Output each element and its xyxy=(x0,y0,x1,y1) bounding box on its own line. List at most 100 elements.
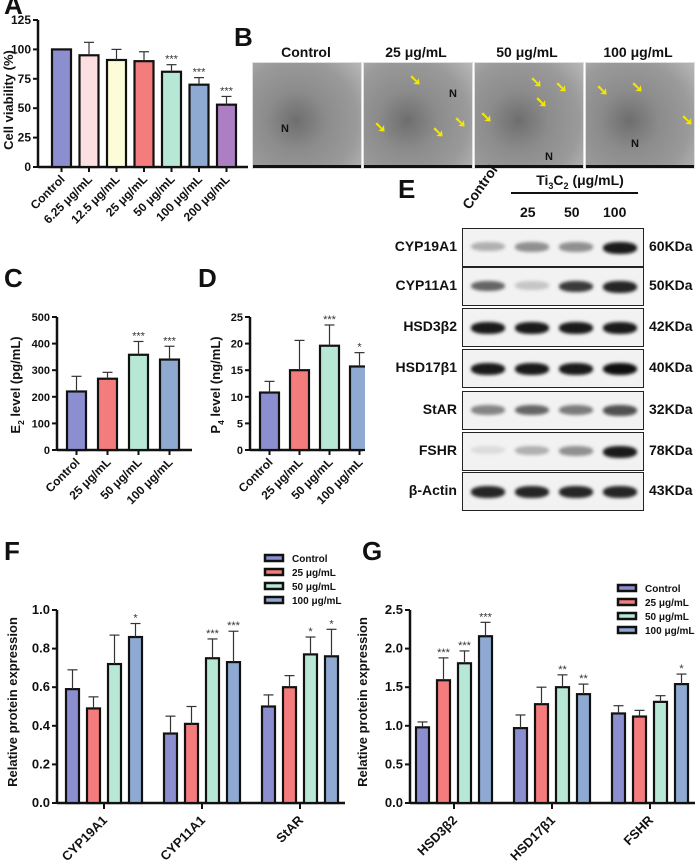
bar xyxy=(78,54,100,169)
y-tick-label: 0.5 xyxy=(385,756,403,771)
y-axis-label: E2 level (pg/mL) xyxy=(8,336,26,433)
tem-image: N ➘ ➘ ➘ ➘ xyxy=(474,62,584,169)
y-tick-label: 300 xyxy=(32,365,50,377)
chart-relative-protein-g: 0.00.51.01.52.02.5**************Relative… xyxy=(355,583,695,863)
y-tick-label: 0.4 xyxy=(32,718,51,733)
bar xyxy=(162,732,179,805)
significance-marker: *** xyxy=(220,85,234,97)
significance-marker: * xyxy=(357,342,362,354)
bar xyxy=(65,390,88,452)
wb-protein-label: FSHR xyxy=(418,442,457,458)
y-tick-label: 0 xyxy=(24,160,31,174)
y-tick-label: 0 xyxy=(237,445,243,457)
y-axis-label: Relative protein expression xyxy=(5,617,20,787)
bar xyxy=(533,703,550,805)
arrow-icon: ➘ xyxy=(535,94,548,111)
significance-marker: *** xyxy=(479,611,493,623)
chart-relative-protein-f: 0.00.20.40.60.81.0******* **Relative prot… xyxy=(5,553,345,864)
bar xyxy=(106,662,123,805)
bar xyxy=(477,635,494,805)
significance-marker: *** xyxy=(165,54,179,66)
legend-label: 50 μg/mL xyxy=(292,582,336,593)
legend-swatch xyxy=(263,595,285,605)
legend-label: 50 μg/mL xyxy=(645,612,689,623)
x-tick-label: CYP11A1 xyxy=(157,813,208,864)
y-tick-label: 100 xyxy=(32,418,50,430)
wb-band xyxy=(471,322,505,334)
wb-control-label: Control xyxy=(458,162,501,212)
legend-label: 25 μg/mL xyxy=(645,598,689,609)
y-tick-label: 1.0 xyxy=(32,602,50,617)
wb-band xyxy=(559,281,593,293)
tem-label-control: Control xyxy=(281,44,331,60)
panel-letter-e: E xyxy=(398,174,416,204)
bar xyxy=(133,60,155,169)
legend-label: 100 μg/mL xyxy=(292,596,341,607)
wb-blot-strip xyxy=(462,267,644,306)
wb-protein-label: CYP19A1 xyxy=(394,238,457,254)
wb-blot-strip xyxy=(462,391,644,430)
bar xyxy=(631,715,648,805)
arrow-icon: ➘ xyxy=(409,72,422,89)
arrow-icon: ➘ xyxy=(432,124,445,141)
wb-kda-label: 60KDa xyxy=(649,238,693,254)
wb-protein-label: StAR xyxy=(422,401,457,417)
y-tick-label: 100 xyxy=(11,42,31,56)
nucleus-label: N xyxy=(545,151,553,163)
bar xyxy=(302,653,319,805)
arrow-icon: ➘ xyxy=(596,82,609,99)
x-tick-label: StAR xyxy=(273,812,307,846)
wb-band xyxy=(559,405,593,415)
tem-image: N ➘ ➘ ➘ ➘ xyxy=(363,62,473,169)
wb-kda-label: 40KDa xyxy=(649,359,693,375)
bar xyxy=(414,726,431,805)
wb-band xyxy=(603,363,637,375)
scale-bar xyxy=(475,165,583,168)
y-axis-label: Relative protein expression xyxy=(355,617,370,787)
wb-kda-label: 78KDa xyxy=(649,442,693,458)
wb-band xyxy=(515,281,549,290)
y-tick-label: 2.5 xyxy=(385,602,403,617)
bar xyxy=(435,679,452,805)
wb-band xyxy=(515,363,549,375)
legend-swatch xyxy=(616,583,638,593)
y-tick-label: 0.0 xyxy=(385,795,403,810)
significance-marker: *** xyxy=(323,314,337,326)
bar xyxy=(281,686,298,805)
y-tick-label: 0.2 xyxy=(32,756,50,771)
bar xyxy=(456,662,473,805)
bar xyxy=(575,693,592,805)
legend-swatch xyxy=(616,611,638,621)
bar xyxy=(158,358,181,452)
scale-bar xyxy=(364,165,472,168)
bar xyxy=(512,727,529,805)
x-tick-label: CYP19A1 xyxy=(59,813,110,864)
nucleus-label: N xyxy=(449,88,457,100)
legend-label: 25 μg/mL xyxy=(292,568,336,579)
arrow-icon: ➘ xyxy=(454,114,467,131)
wb-band xyxy=(603,446,637,458)
significance-marker: * xyxy=(133,613,138,625)
bar xyxy=(225,661,242,805)
tem-label-25: 25 μg/mL xyxy=(385,44,447,60)
chart-cell-viability: 0 25 50 75 100 125 *** *** *** Cell viability (%)… xyxy=(1,13,248,226)
wb-blot-strip xyxy=(462,349,644,388)
nucleus-label: N xyxy=(631,138,639,150)
significance-marker: *** xyxy=(458,640,472,652)
significance-marker: *** xyxy=(163,335,177,347)
wb-treatment-underline xyxy=(511,192,638,194)
y-axis-label: P4 level (ng/mL) xyxy=(208,336,226,433)
wb-band xyxy=(559,322,593,334)
wb-band xyxy=(515,486,549,498)
wb-band xyxy=(471,363,505,375)
bar xyxy=(85,707,102,805)
y-tick-label: 20 xyxy=(231,339,243,351)
wb-band xyxy=(559,446,593,456)
significance-marker: * xyxy=(679,663,684,675)
bar xyxy=(50,48,73,169)
bar xyxy=(260,705,277,805)
y-tick-label: 75 xyxy=(18,72,32,86)
x-tick-label: HSD3β2 xyxy=(414,813,460,859)
significance-marker: *** xyxy=(206,628,220,640)
